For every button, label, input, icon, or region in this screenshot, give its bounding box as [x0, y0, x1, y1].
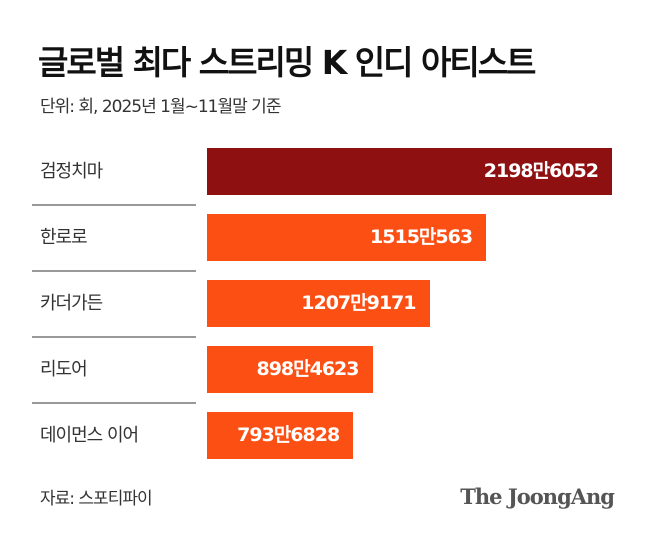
- row-divider: [32, 336, 196, 338]
- bar: [207, 214, 487, 261]
- category-label: 한로로: [40, 227, 88, 248]
- bar: [207, 412, 354, 459]
- data-label: 793만6828: [237, 424, 340, 446]
- data-label: 1515만563: [370, 226, 473, 248]
- row-divider: [32, 402, 196, 404]
- chart-subtitle: 단위: 회, 2025년 1월~11월말 기준: [40, 97, 281, 117]
- bar: [207, 346, 373, 393]
- data-label: 2198만6052: [483, 160, 599, 182]
- bar: [207, 280, 430, 327]
- chart-title: 글로벌 최다 스트리밍 K 인디 아티스트: [38, 43, 536, 82]
- category-label: 데이먼스 이어: [40, 425, 139, 446]
- category-label: 검정치마: [40, 161, 103, 182]
- publisher-logo: The JoongAng: [460, 484, 615, 509]
- source-note: 자료: 스포티파이: [40, 489, 153, 509]
- category-label: 리도어: [40, 359, 88, 380]
- data-label: 1207만9171: [301, 292, 416, 314]
- data-label: 898만4623: [256, 358, 359, 380]
- category-label: 카더가든: [40, 293, 103, 314]
- row-divider: [32, 204, 196, 206]
- row-divider: [32, 270, 196, 272]
- bar: [207, 148, 612, 195]
